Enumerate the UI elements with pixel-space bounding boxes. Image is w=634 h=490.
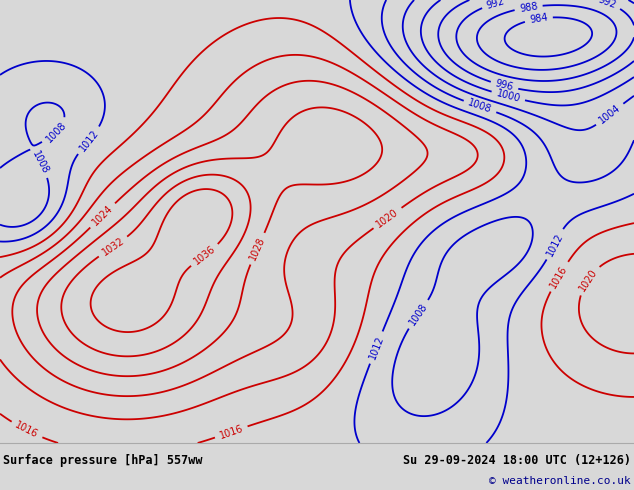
Text: 1036: 1036 xyxy=(192,244,217,267)
Text: 984: 984 xyxy=(529,12,548,25)
Text: 996: 996 xyxy=(495,79,515,93)
Text: 1012: 1012 xyxy=(545,231,565,257)
Text: 1008: 1008 xyxy=(407,301,429,327)
Text: 1004: 1004 xyxy=(597,103,623,126)
Text: Su 29-09-2024 18:00 UTC (12+126): Su 29-09-2024 18:00 UTC (12+126) xyxy=(403,454,631,467)
Text: 992: 992 xyxy=(485,0,506,11)
Text: Surface pressure [hPa] 557ww: Surface pressure [hPa] 557ww xyxy=(3,454,203,467)
Text: 1016: 1016 xyxy=(548,264,569,290)
Text: 1008: 1008 xyxy=(44,120,68,144)
Text: 1024: 1024 xyxy=(90,203,115,227)
Text: 1016: 1016 xyxy=(218,423,245,441)
Text: 1008: 1008 xyxy=(30,149,51,175)
Text: 1032: 1032 xyxy=(100,236,126,258)
Text: 1016: 1016 xyxy=(13,420,40,440)
Text: 1008: 1008 xyxy=(467,98,493,115)
Text: © weatheronline.co.uk: © weatheronline.co.uk xyxy=(489,476,631,486)
Text: 1020: 1020 xyxy=(375,207,401,229)
Text: 1028: 1028 xyxy=(248,235,267,262)
Text: 1012: 1012 xyxy=(77,128,101,153)
Text: 992: 992 xyxy=(597,0,618,11)
Text: 1020: 1020 xyxy=(577,267,599,293)
Text: 1012: 1012 xyxy=(367,334,385,361)
Text: 988: 988 xyxy=(519,1,538,14)
Text: 1000: 1000 xyxy=(495,88,521,104)
